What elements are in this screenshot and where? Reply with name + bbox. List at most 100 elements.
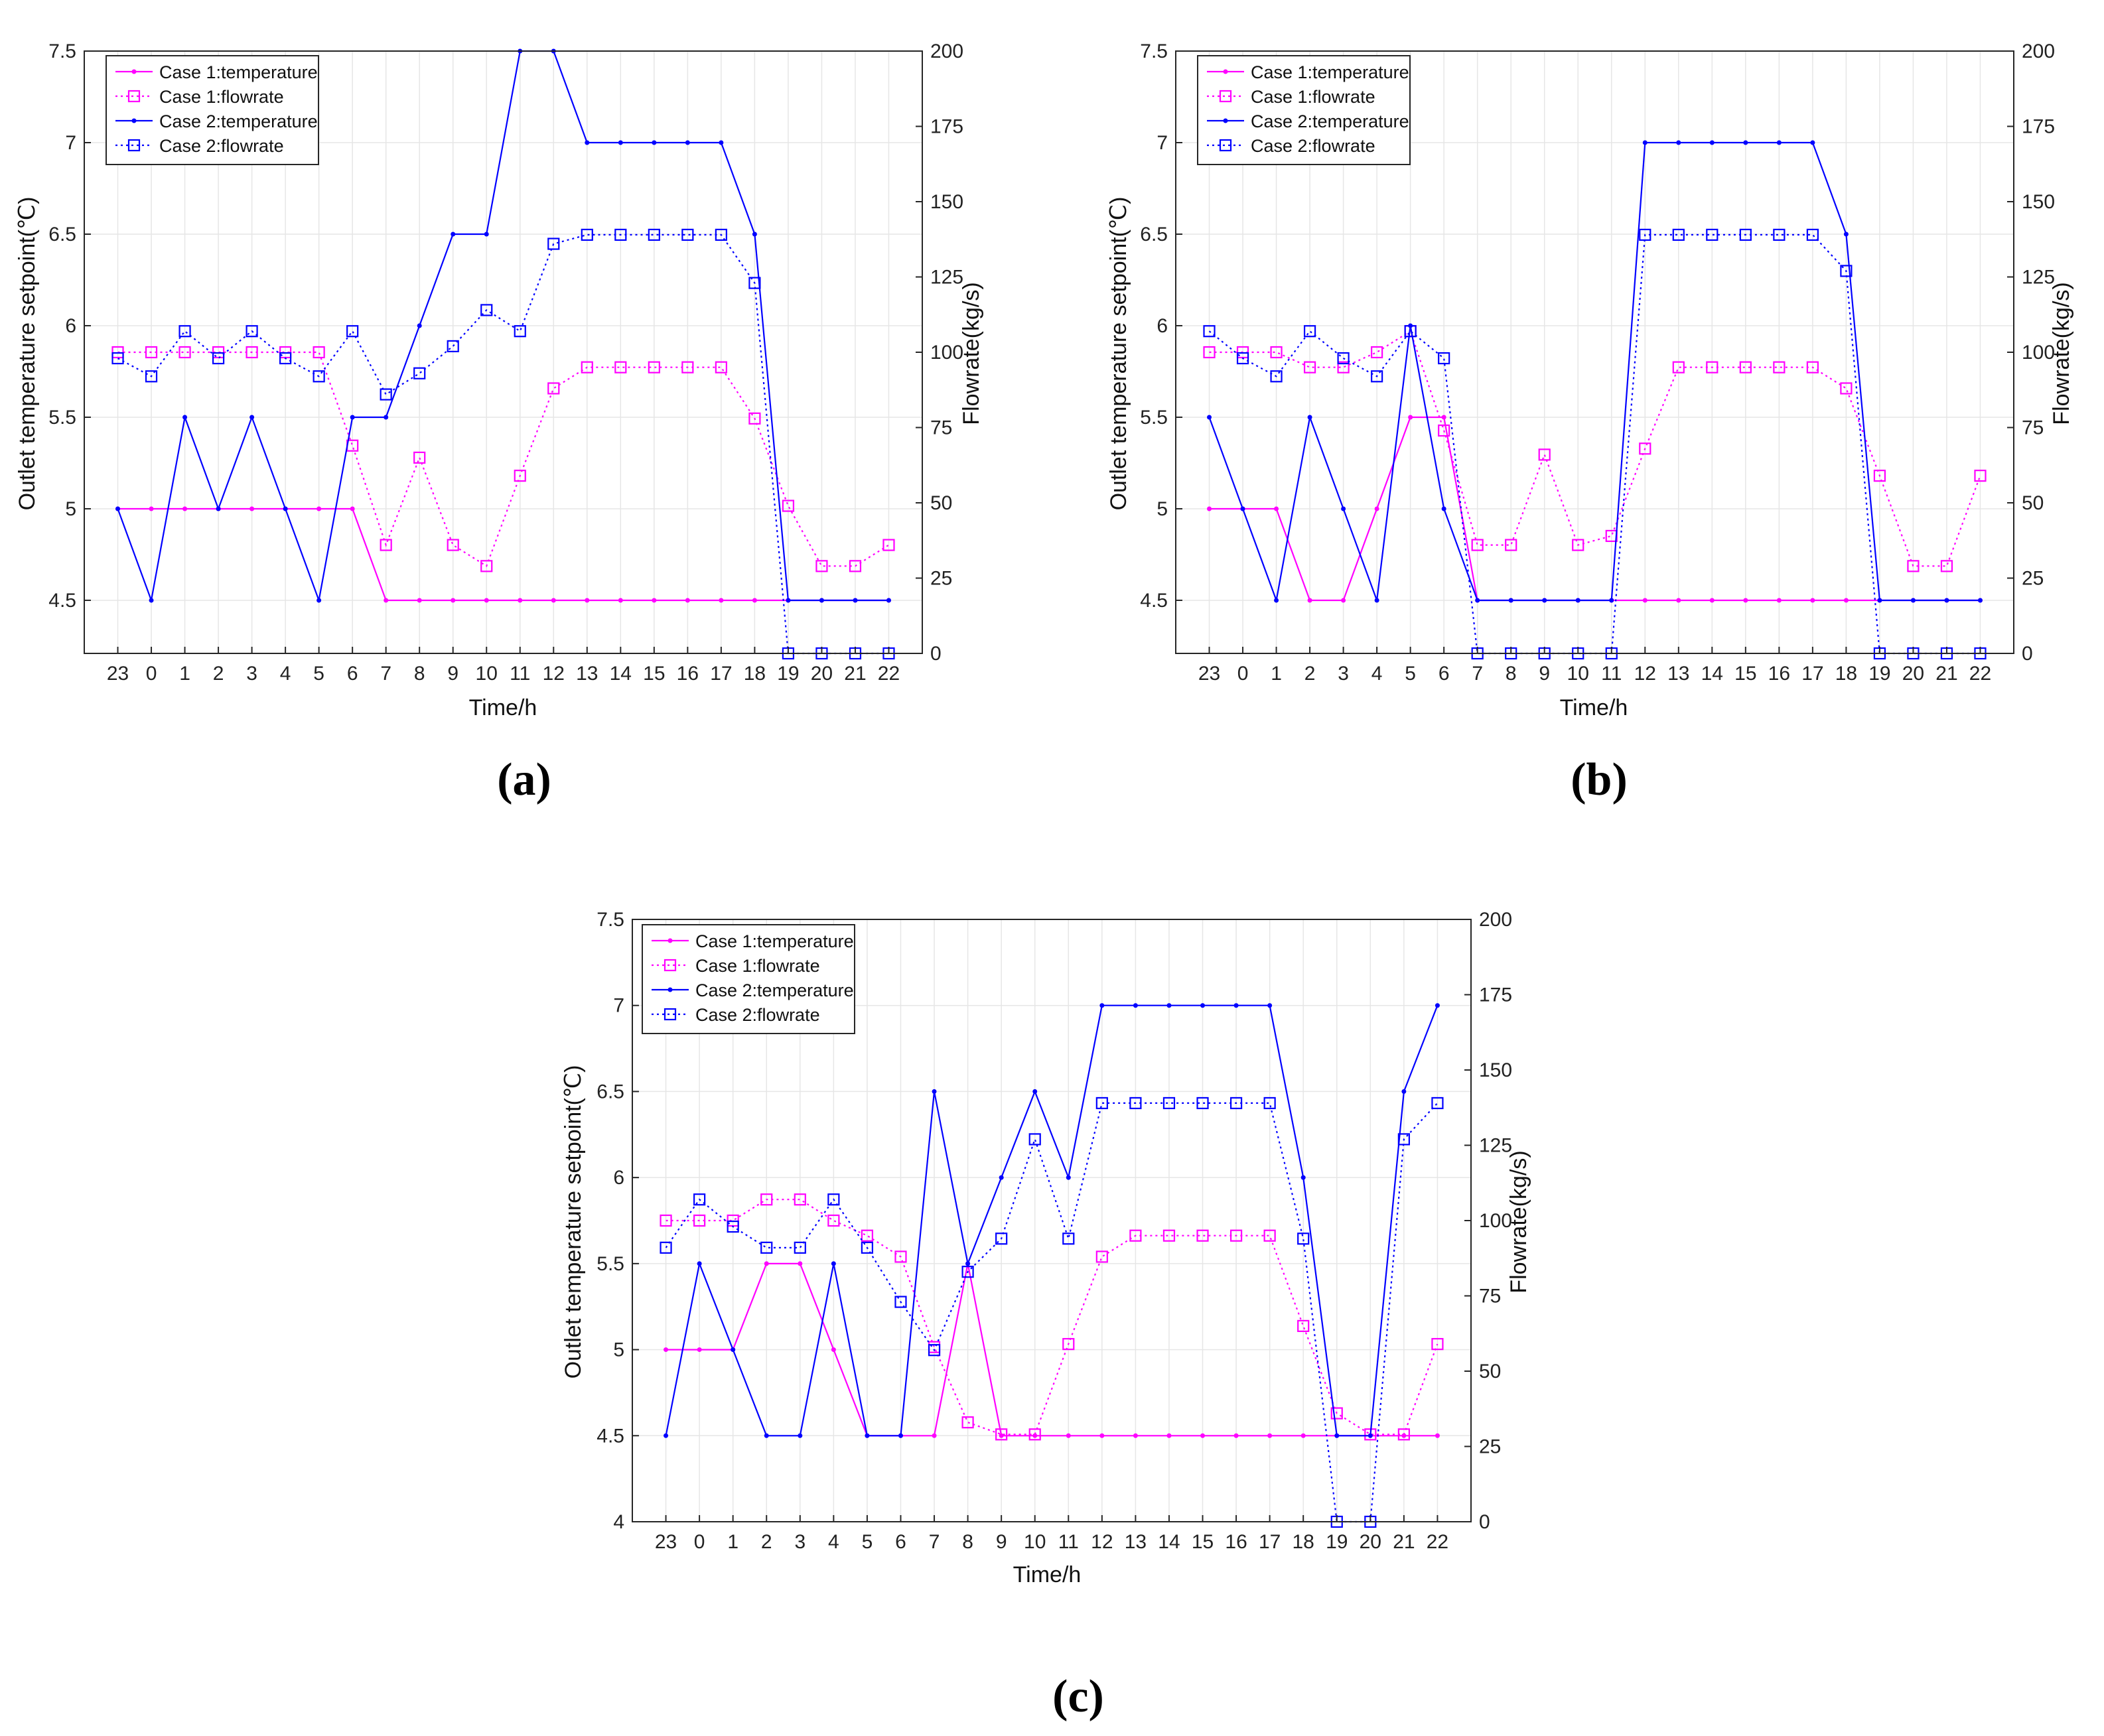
- x-tick-label: 12: [543, 663, 565, 685]
- x-tick-label: 2: [213, 663, 224, 685]
- data-point-case-2-flowrate: [928, 1344, 941, 1357]
- data-point-case-1-flowrate: [849, 560, 862, 572]
- chart-panel-a: 23 0 1 2 3 4 5 6 7 8 9 10 11 12 13 14 15 16 17 18 19 20 21 224.…: [15, 40, 984, 805]
- y-right-tick-label: 0: [930, 643, 942, 665]
- x-tick-label: 8: [414, 663, 425, 685]
- data-point-case-1-temperature: [1435, 1433, 1440, 1438]
- data-point-case-1-temperature: [1341, 598, 1346, 603]
- x-tick-label: 9: [1539, 663, 1550, 685]
- data-point-case-2-temperature: [618, 140, 623, 145]
- data-point-case-2-flowrate: [1203, 325, 1216, 338]
- data-point-case-2-flowrate: [760, 1241, 773, 1254]
- y-left-tick-label: 4: [613, 1511, 624, 1533]
- data-point-case-2-temperature: [1776, 140, 1782, 145]
- y-left-tick-label: 5.5: [1140, 407, 1168, 429]
- data-point-case-1-temperature: [999, 1433, 1004, 1438]
- data-point-case-1-flowrate: [547, 382, 560, 395]
- legend-label: Case 2:temperature: [1251, 111, 1409, 131]
- legend-marker-dot: [1223, 69, 1228, 74]
- data-point-case-2-flowrate: [1270, 370, 1283, 383]
- y-right-tick-label: 75: [1479, 1286, 1501, 1307]
- data-point-case-2-flowrate: [727, 1220, 739, 1233]
- data-point-case-2-flowrate: [1672, 228, 1685, 241]
- x-tick-label: 19: [1868, 663, 1890, 685]
- data-point-case-1-temperature: [1166, 1433, 1172, 1438]
- data-point-case-1-flowrate: [447, 539, 459, 551]
- x-tick-label: 5: [862, 1531, 873, 1553]
- y-left-tick-label: 5: [65, 498, 76, 520]
- data-point-case-1-temperature: [149, 506, 154, 511]
- data-point-case-2-flowrate: [111, 352, 124, 365]
- data-point-case-2-flowrate: [1438, 352, 1450, 365]
- data-point-case-2-flowrate: [547, 237, 560, 250]
- data-point-case-2-temperature: [1307, 415, 1312, 420]
- data-point-case-2-flowrate: [145, 370, 158, 383]
- x-tick-label: 14: [610, 663, 632, 685]
- series-line-case-2-temperature: [1208, 141, 1981, 604]
- data-point-case-1-flowrate: [660, 1214, 672, 1227]
- data-point-case-2-temperature: [932, 1089, 937, 1094]
- y-right-tick-label: 200: [2022, 40, 2055, 62]
- data-point-case-1-temperature: [1374, 506, 1379, 511]
- data-point-case-1-flowrate: [827, 1214, 840, 1227]
- data-point-case-2-temperature: [999, 1175, 1004, 1180]
- data-point-case-2-temperature: [1300, 1175, 1306, 1180]
- data-point-case-1-flowrate: [1840, 382, 1853, 395]
- data-point-case-2-flowrate: [380, 388, 392, 401]
- data-point-case-2-flowrate: [1303, 325, 1316, 338]
- data-point-case-2-temperature: [1475, 598, 1480, 603]
- data-point-case-2-temperature: [731, 1347, 736, 1353]
- data-point-case-2-flowrate: [1062, 1233, 1075, 1245]
- x-tick-label: 4: [828, 1531, 839, 1553]
- data-point-case-2-flowrate: [861, 1241, 874, 1254]
- x-axis-title: Time/h: [469, 695, 537, 720]
- x-tick-label: 17: [1259, 1531, 1281, 1553]
- legend: Case 1:temperature Case 1:flowrate Case 2:…: [105, 55, 319, 165]
- x-tick-label: 18: [1293, 1531, 1314, 1553]
- legend-marker-dot: [667, 987, 673, 992]
- data-point-case-1-flowrate: [1505, 539, 1517, 551]
- data-point-case-1-flowrate: [1438, 424, 1450, 437]
- data-point-case-2-flowrate: [894, 1296, 907, 1308]
- x-tick-label: 6: [1438, 663, 1450, 685]
- y-left-tick-label: 7: [613, 995, 624, 1017]
- data-point-case-1-flowrate: [1538, 448, 1551, 461]
- y-right-tick-label: 50: [2022, 492, 2044, 514]
- data-point-case-1-flowrate: [1572, 539, 1584, 551]
- data-point-case-2-temperature: [1441, 506, 1446, 511]
- data-point-case-2-temperature: [1133, 1003, 1138, 1008]
- data-point-case-2-temperature: [283, 506, 288, 511]
- data-point-case-2-flowrate: [995, 1233, 1008, 1245]
- data-point-case-2-flowrate: [1706, 228, 1718, 241]
- data-point-case-2-flowrate: [1773, 228, 1786, 241]
- data-point-case-2-flowrate: [1129, 1097, 1142, 1110]
- data-point-case-2-flowrate: [827, 1193, 840, 1206]
- x-tick-label: 16: [677, 663, 699, 685]
- series-line-case-2-flowrate: [665, 1102, 1438, 1523]
- x-tick-label: 8: [962, 1531, 973, 1553]
- series-layer: [1203, 140, 1987, 660]
- data-point-case-2-temperature: [350, 415, 355, 420]
- y-left-tick-label: 6: [613, 1167, 624, 1189]
- data-point-case-2-flowrate: [1404, 325, 1417, 338]
- y-right-tick-label: 0: [2022, 643, 2033, 665]
- data-point-case-1-temperature: [316, 506, 322, 511]
- chart-panel-b: 23 0 1 2 3 4 5 6 7 8 9 10 11 12 13 14 15 16 17 18 19 20 21 224.…: [1106, 40, 2074, 805]
- y-right-tick-label: 50: [1479, 1361, 1501, 1382]
- data-point-case-2-flowrate: [346, 325, 359, 338]
- x-tick-label: 7: [929, 1531, 940, 1553]
- data-point-case-1-flowrate: [1639, 442, 1651, 455]
- series-line-case-1-temperature: [666, 1262, 1438, 1437]
- data-point-case-2-temperature: [1274, 598, 1279, 603]
- data-point-case-1-flowrate: [480, 560, 493, 572]
- axes: 23 0 1 2 3 4 5 6 7 8 9 10 11 12 13 14 15 16 17 18 19 20 21 2244…: [596, 909, 1512, 1553]
- data-point-case-1-temperature: [618, 598, 623, 603]
- data-point-case-1-temperature: [551, 598, 556, 603]
- x-tick-label: 9: [996, 1531, 1007, 1553]
- data-point-case-2-temperature: [249, 415, 255, 420]
- data-point-case-2-temperature: [1334, 1433, 1340, 1438]
- data-point-case-1-temperature: [1274, 506, 1279, 511]
- data-point-case-1-flowrate: [1431, 1338, 1444, 1351]
- data-point-case-1-flowrate: [1095, 1250, 1108, 1263]
- data-point-case-1-temperature: [1642, 598, 1648, 603]
